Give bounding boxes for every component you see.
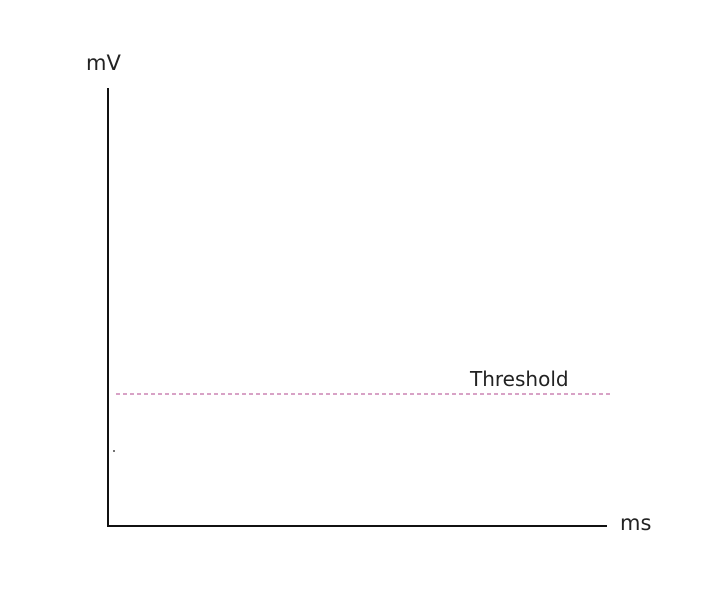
y-axis-label: mV bbox=[86, 51, 121, 75]
threshold-label: Threshold bbox=[469, 367, 569, 391]
x-axis-label: ms bbox=[620, 511, 651, 535]
origin-point bbox=[113, 450, 115, 452]
